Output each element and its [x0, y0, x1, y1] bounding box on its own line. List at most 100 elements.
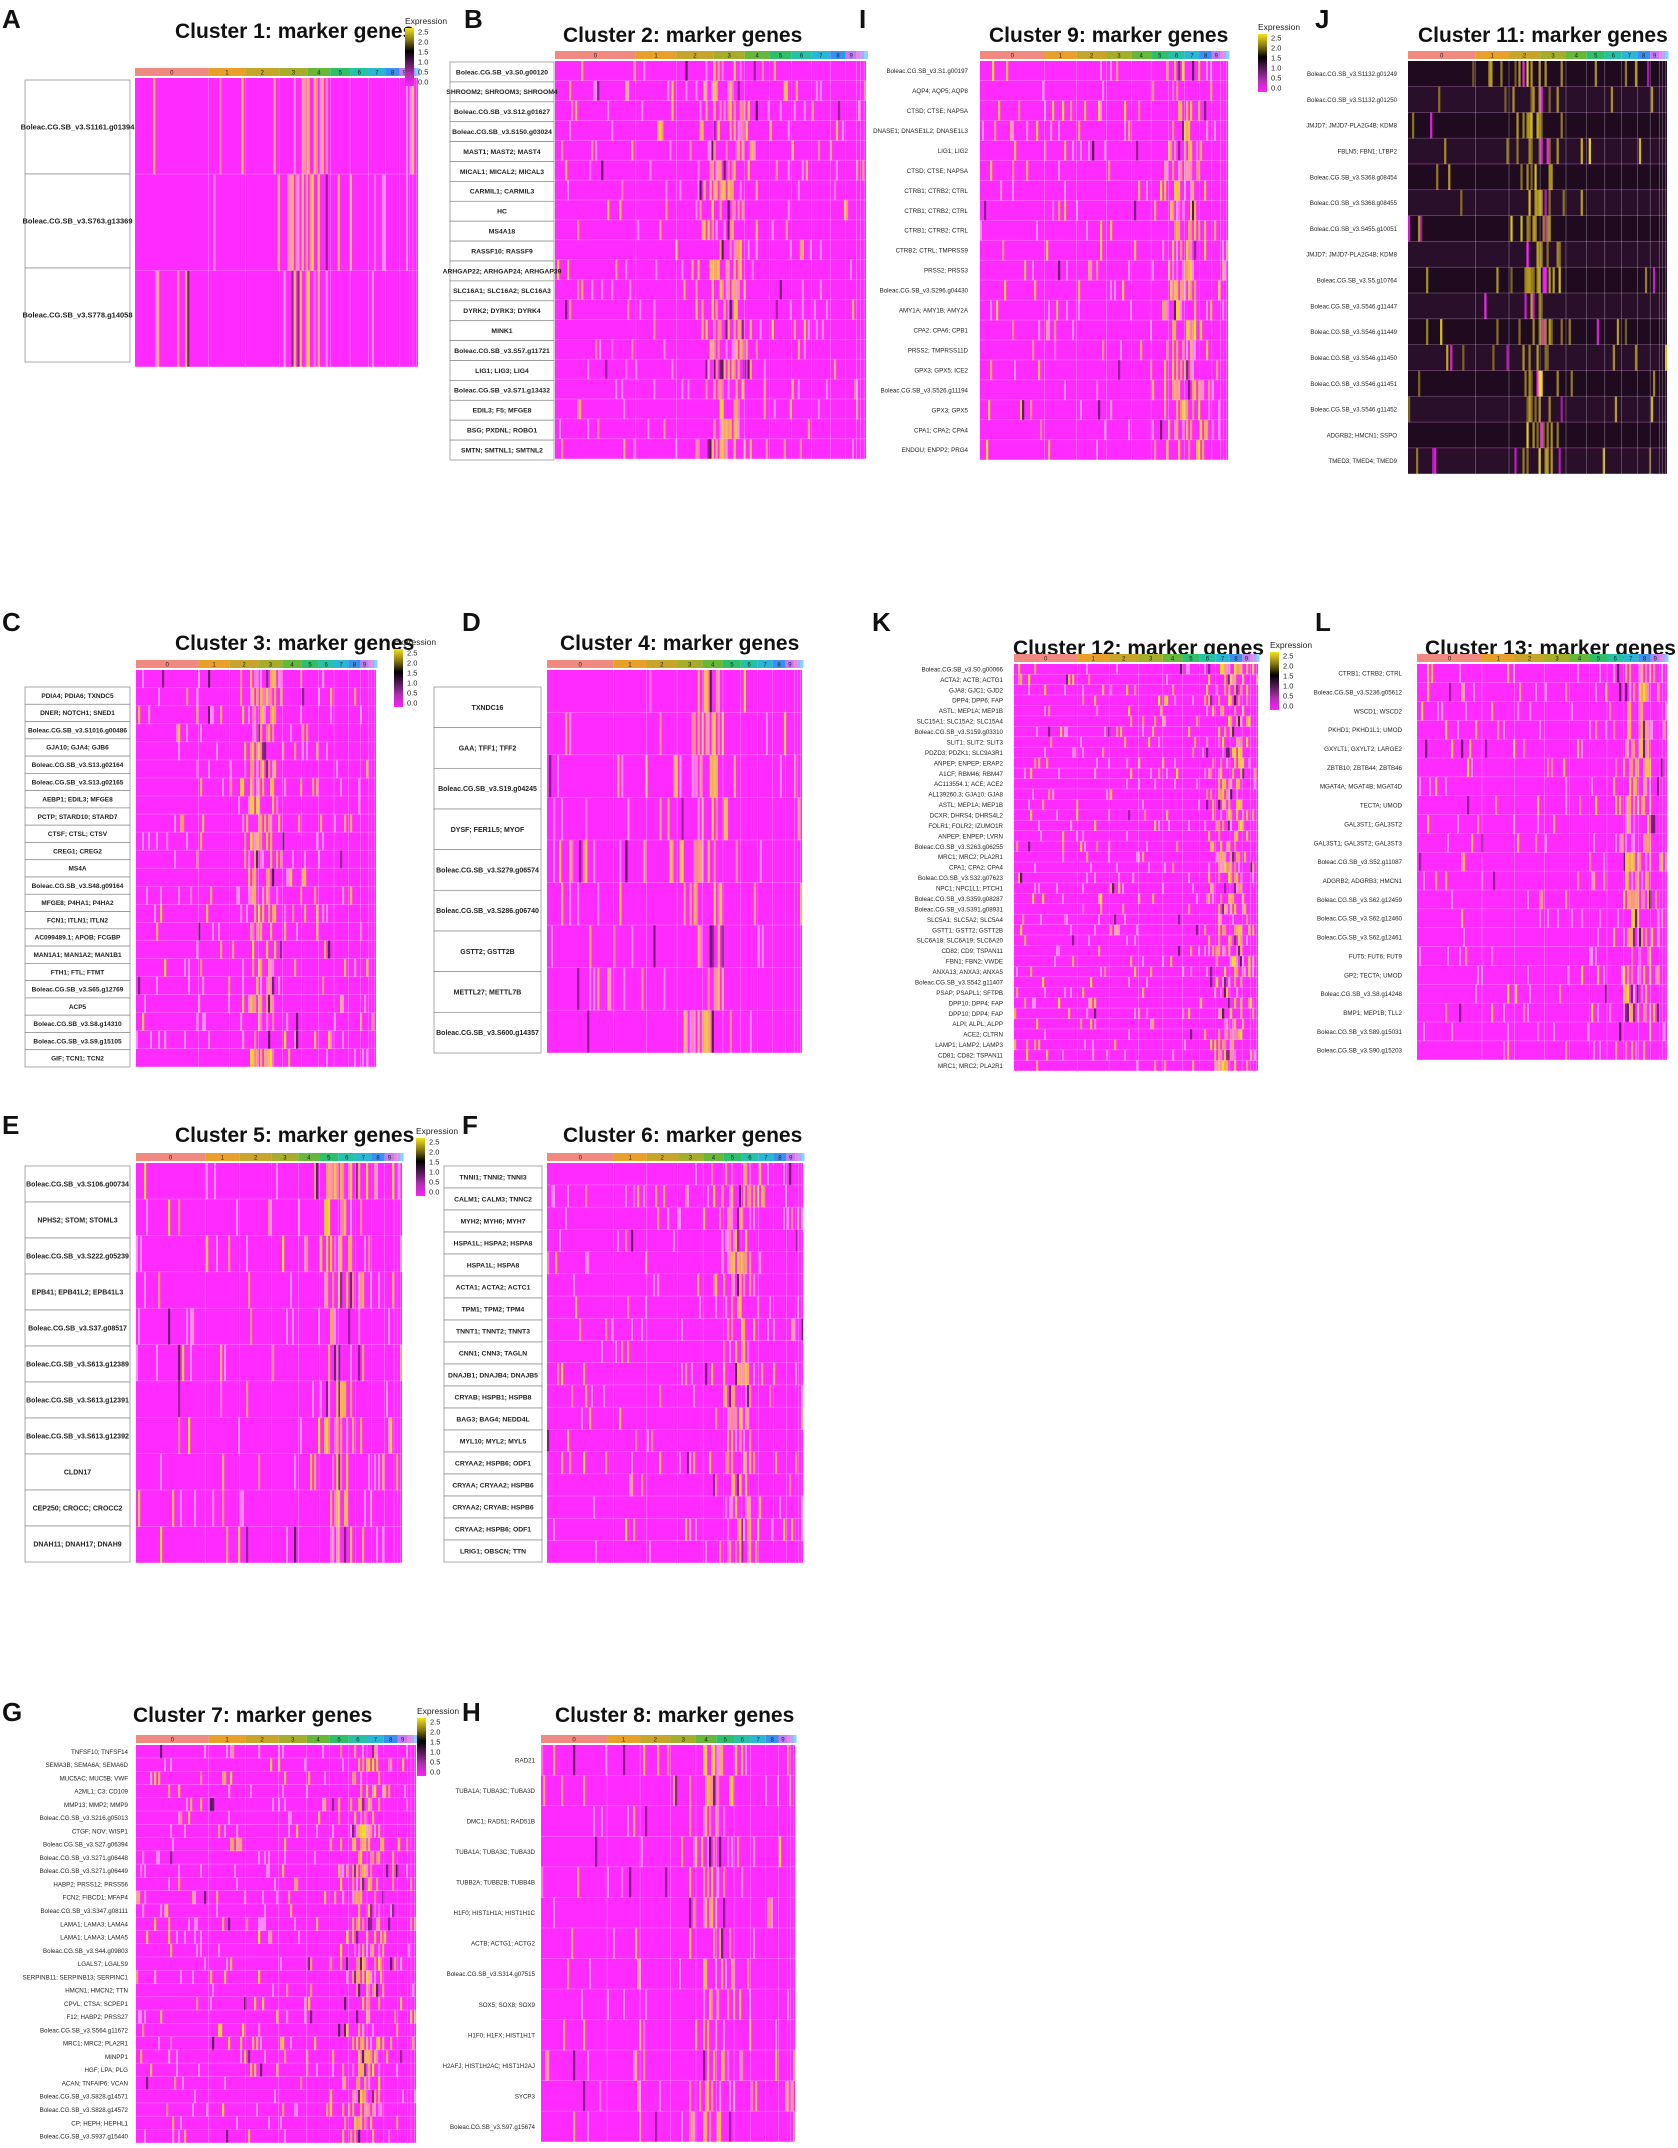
panel-title: Cluster 11: marker genes: [1418, 24, 1668, 47]
heatmap-cell: [1446, 344, 1449, 371]
heatmap-cell: [697, 797, 700, 841]
heatmap-cell: [713, 1185, 716, 1208]
heatmap-cell: [1204, 924, 1207, 936]
heatmap-cell: [326, 1163, 329, 1200]
heatmap-cell: [557, 1363, 560, 1386]
heatmap-cell: [319, 78, 322, 175]
heatmap-cell: [1204, 768, 1207, 779]
heatmap-cell: [370, 2036, 372, 2051]
heatmap-cell: [326, 1199, 329, 1236]
heatmap-cell: [322, 976, 325, 995]
heatmap-cell: [364, 994, 367, 1013]
heatmap-cell: [1204, 100, 1207, 121]
heatmap-cell: [1100, 240, 1103, 261]
heatmap-cell: [342, 1199, 345, 1236]
heatmap-cell: [1445, 720, 1448, 740]
heatmap-cell: [150, 1771, 153, 1785]
heatmap-cell: [406, 1864, 408, 1878]
heatmap-cell: [340, 1864, 343, 1878]
gene-label: Boleac.CG.SB_v3.S526.g11194: [881, 387, 969, 394]
heatmap-cell: [1514, 61, 1517, 87]
legend-tick: 0.0: [1283, 702, 1293, 711]
heatmap-cell: [735, 840, 738, 883]
gene-label: CTRB1; CTRB2; CTRL: [904, 188, 968, 195]
heatmap-cell: [1214, 220, 1217, 241]
heatmap-cell: [414, 2089, 416, 2104]
heatmap-cell: [298, 1930, 300, 1944]
heatmap-cell: [789, 1474, 792, 1497]
heatmap-cell: [272, 760, 274, 779]
heatmap-cell: [1216, 820, 1219, 831]
cluster-bar-label: 8: [389, 1738, 393, 1744]
heatmap-cell: [241, 78, 244, 175]
heatmap-cell: [1176, 280, 1179, 301]
heatmap-cell: [1198, 220, 1201, 241]
heatmap-cell: [1629, 852, 1632, 872]
heatmap-cell: [342, 2063, 345, 2077]
heatmap-cell: [291, 270, 294, 367]
heatmap-cell: [657, 1274, 660, 1297]
heatmap-cell: [755, 100, 758, 121]
heatmap-cell: [1082, 684, 1084, 696]
heatmap-row-separator: [1417, 851, 1667, 853]
heatmap-cell: [252, 832, 255, 851]
heatmap-row-separator: [136, 1235, 402, 1236]
heatmap-cell: [314, 1851, 316, 1865]
gene-label-cell: [433, 686, 542, 729]
heatmap-cell: [693, 840, 696, 883]
heatmap-cell: [268, 886, 271, 905]
heatmap-cell: [1044, 747, 1046, 758]
gene-label: Boleac.CG.SB_v3.S12.g01627: [454, 109, 550, 116]
heatmap-cell: [376, 1983, 379, 1998]
heatmap-cell: [297, 270, 300, 367]
heatmap-cell: [1507, 1022, 1509, 1042]
heatmap-cell: [553, 797, 556, 841]
heatmap-cell: [314, 2036, 317, 2051]
gene-label: MMP13; MMP2; MMP9: [64, 1802, 129, 1809]
heatmap-cell: [144, 2010, 146, 2024]
heatmap-cell: [1068, 674, 1071, 685]
heatmap-cell: [727, 2050, 730, 2081]
heatmap-cell: [224, 2076, 226, 2090]
heatmap-cell: [693, 1010, 696, 1053]
heatmap-cell: [352, 2103, 355, 2117]
heatmap-cell: [1529, 701, 1532, 721]
heatmap-cell: [266, 760, 269, 779]
heatmap-cell: [380, 1957, 383, 1971]
heatmap-cell: [1230, 851, 1233, 863]
heatmap-cell: [272, 868, 275, 887]
heatmap-cell: [170, 2036, 173, 2051]
heatmap-cell: [627, 797, 630, 841]
heatmap-cell: [268, 1048, 271, 1067]
heatmap-cell: [749, 359, 752, 380]
heatmap-cell: [1152, 80, 1155, 101]
heatmap-cell: [376, 1745, 378, 1759]
heatmap-cell: [326, 904, 328, 923]
heatmap-cell: [655, 260, 658, 280]
heatmap-cell: [715, 670, 718, 713]
heatmap-cell: [695, 1163, 697, 1186]
cluster-bar-segment: [750, 1735, 766, 1743]
heatmap-cell: [1094, 872, 1096, 884]
heatmap-cell: [210, 706, 212, 725]
heatmap-cell: [1232, 747, 1235, 758]
cluster-bar-segment: [1417, 654, 1482, 662]
heatmap-cell: [569, 1451, 572, 1475]
heatmap-cell: [270, 688, 273, 707]
cluster-bar-label: 2: [693, 54, 697, 60]
heatmap-cell: [288, 1048, 291, 1067]
heatmap-cell: [541, 1745, 544, 1776]
heatmap-cell: [703, 670, 706, 713]
cluster-bar-segment: [702, 660, 723, 668]
legend-title: Expression: [417, 1706, 459, 1716]
heatmap-cell: [1102, 340, 1105, 361]
gene-label: SHROOM2; SHROOM3; SHROOM4: [446, 89, 558, 96]
heatmap-row-separator: [136, 2115, 416, 2117]
heatmap-cell: [1012, 160, 1015, 181]
heatmap-cell: [637, 1958, 640, 1990]
heatmap-cell: [731, 1958, 734, 1990]
heatmap-cell: [1507, 664, 1510, 683]
heatmap-cell: [304, 850, 306, 869]
heatmap-cell: [1172, 862, 1175, 873]
